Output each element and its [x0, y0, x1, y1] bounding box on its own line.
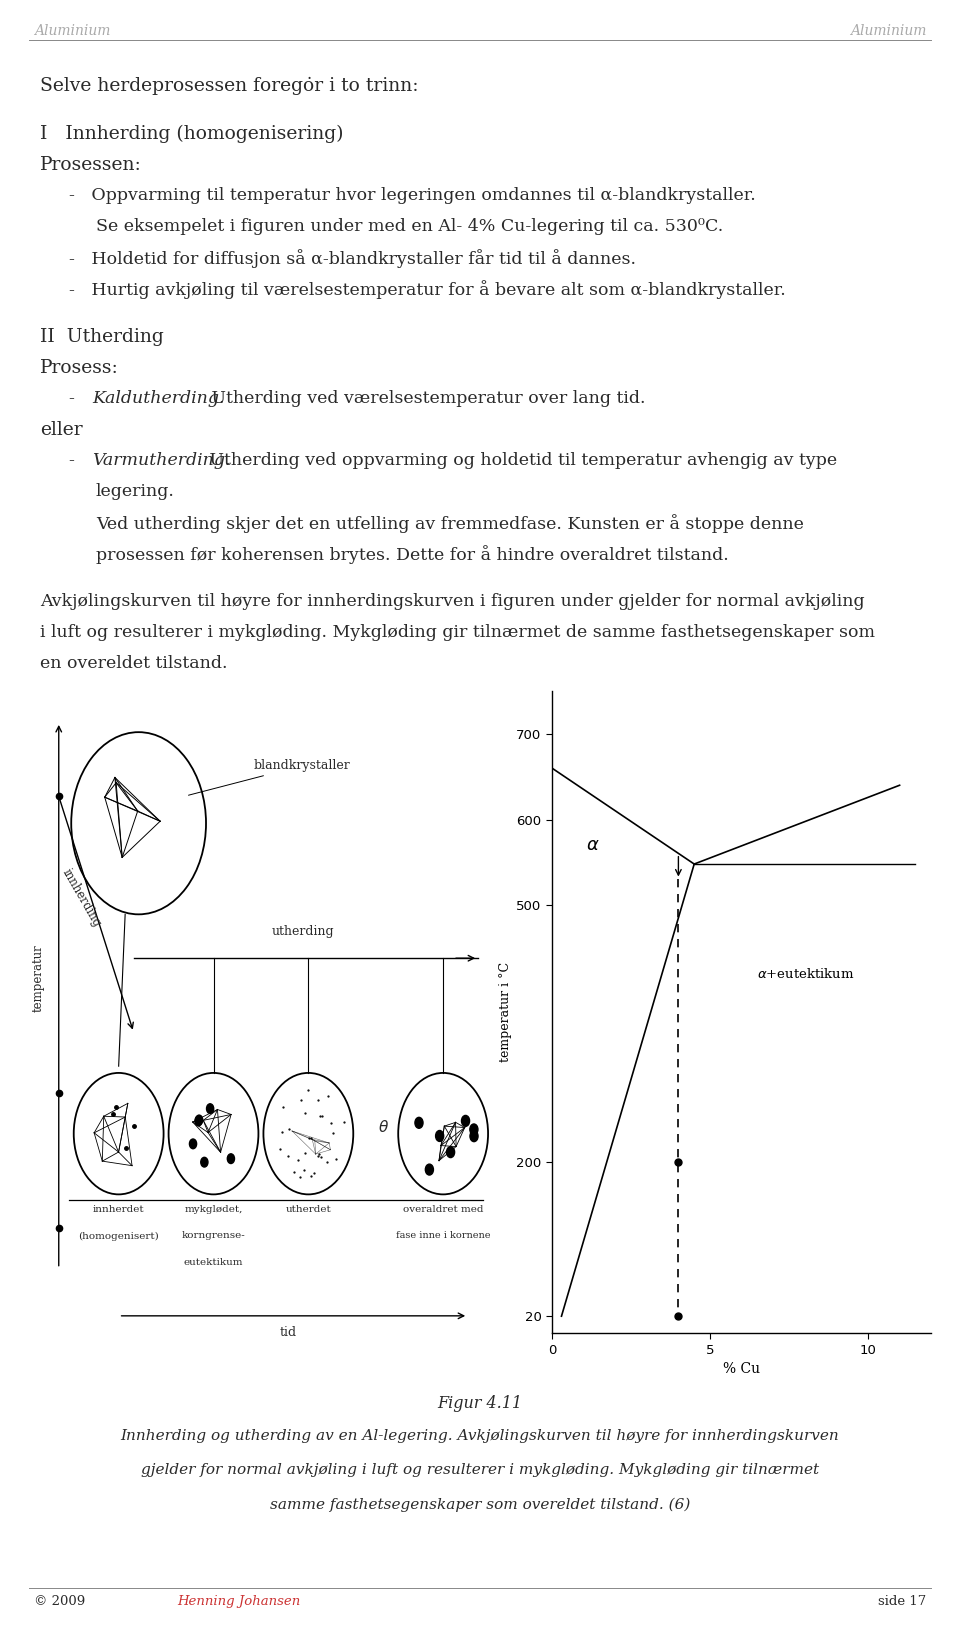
Text: Prosess:: Prosess: [40, 359, 119, 377]
Text: side 17: side 17 [878, 1595, 926, 1608]
Text: Kaldutherding.: Kaldutherding. [92, 390, 225, 406]
Text: legering.: legering. [96, 483, 175, 499]
Circle shape [462, 1115, 469, 1127]
Text: -: - [69, 452, 91, 468]
Circle shape [206, 1104, 214, 1114]
Text: I   Innherding (homogenisering): I Innherding (homogenisering) [40, 125, 344, 143]
Text: Avkjølingskurven til høyre for innherdingskurven i figuren under gjelder for nor: Avkjølingskurven til høyre for innherdin… [40, 593, 865, 610]
Circle shape [425, 1164, 433, 1176]
Text: samme fasthetsegenskaper som overeldet tilstand. (6): samme fasthetsegenskaper som overeldet t… [270, 1498, 690, 1512]
Text: prosessen før koherensen brytes. Dette for å hindre overaldret tilstand.: prosessen før koherensen brytes. Dette f… [96, 545, 729, 564]
Circle shape [228, 1154, 234, 1164]
Text: -   Holdetid for diffusjon så α-blandkrystaller får tid til å dannes.: - Holdetid for diffusjon så α-blandkryst… [69, 249, 636, 268]
Text: innherdet: innherdet [93, 1205, 144, 1213]
Text: tid: tid [279, 1327, 297, 1340]
Text: -   Hurtig avkjøling til værelsestemperatur for å bevare alt som α-blandkrystall: - Hurtig avkjøling til værelsestemperatu… [69, 280, 786, 299]
Text: blandkrystaller: blandkrystaller [188, 759, 350, 795]
Text: temperatur: temperatur [32, 945, 44, 1013]
Text: Prosessen:: Prosessen: [40, 156, 142, 174]
Text: eutektikum: eutektikum [183, 1259, 243, 1268]
Text: gjelder for normal avkjøling i luft og resulterer i mykgløding. Mykgløding gir t: gjelder for normal avkjøling i luft og r… [141, 1463, 819, 1478]
Text: (homogenisert): (homogenisert) [79, 1231, 159, 1241]
Text: Utherding ved værelsestemperatur over lang tid.: Utherding ved værelsestemperatur over la… [206, 390, 646, 406]
Text: $\theta$: $\theta$ [377, 1119, 389, 1135]
Text: utherding: utherding [272, 925, 335, 938]
Circle shape [201, 1158, 208, 1167]
Text: eller: eller [40, 421, 83, 439]
Circle shape [195, 1115, 203, 1125]
Text: korngrense-: korngrense- [181, 1231, 246, 1241]
Circle shape [415, 1117, 423, 1128]
Text: fase inne i kornene: fase inne i kornene [396, 1231, 491, 1241]
Circle shape [470, 1130, 478, 1141]
Text: Figur 4.11: Figur 4.11 [438, 1395, 522, 1411]
Text: Henning Johansen: Henning Johansen [178, 1595, 300, 1608]
Text: $\alpha$+eutektikum: $\alpha$+eutektikum [757, 966, 855, 980]
Circle shape [189, 1138, 197, 1148]
X-axis label: % Cu: % Cu [723, 1363, 760, 1376]
Circle shape [469, 1124, 478, 1135]
Text: © 2009: © 2009 [34, 1595, 84, 1608]
Text: Utherding ved oppvarming og holdetid til temperatur avhengig av type: Utherding ved oppvarming og holdetid til… [204, 452, 838, 468]
Text: Aluminium: Aluminium [34, 24, 110, 37]
Text: mykglødet,: mykglødet, [184, 1205, 243, 1213]
Text: i luft og resulterer i mykgløding. Mykgløding gir tilnærmet de samme fasthetsege: i luft og resulterer i mykgløding. Mykgl… [40, 624, 876, 641]
Y-axis label: temperatur i °C: temperatur i °C [499, 963, 513, 1062]
Text: Innherding og utherding av en Al-legering. Avkjølingskurven til høyre for innher: Innherding og utherding av en Al-legerin… [121, 1429, 839, 1444]
Text: Ved utherding skjer det en utfelling av fremmedfase. Kunsten er å stoppe denne: Ved utherding skjer det en utfelling av … [96, 514, 804, 533]
Text: innherding: innherding [60, 867, 103, 928]
Text: Se eksempelet i figuren under med en Al- 4% Cu-legering til ca. 530⁰C.: Se eksempelet i figuren under med en Al-… [96, 218, 723, 234]
Text: utherdet: utherdet [285, 1205, 331, 1213]
Text: en overeldet tilstand.: en overeldet tilstand. [40, 655, 228, 672]
Circle shape [436, 1130, 444, 1141]
Text: $\alpha$: $\alpha$ [587, 836, 600, 854]
Text: -   Oppvarming til temperatur hvor legeringen omdannes til α-blandkrystaller.: - Oppvarming til temperatur hvor legerin… [69, 187, 756, 203]
Text: II  Utherding: II Utherding [40, 328, 164, 346]
Circle shape [446, 1146, 455, 1158]
Text: Selve herdeprosessen foregȯr i to trinn:: Selve herdeprosessen foregȯr i to trinn… [40, 76, 419, 94]
Text: Varmutherding.: Varmutherding. [92, 452, 230, 468]
Text: Aluminium: Aluminium [850, 24, 926, 37]
Circle shape [196, 1115, 203, 1125]
Text: overaldret med: overaldret med [403, 1205, 484, 1213]
Text: -: - [69, 390, 91, 406]
